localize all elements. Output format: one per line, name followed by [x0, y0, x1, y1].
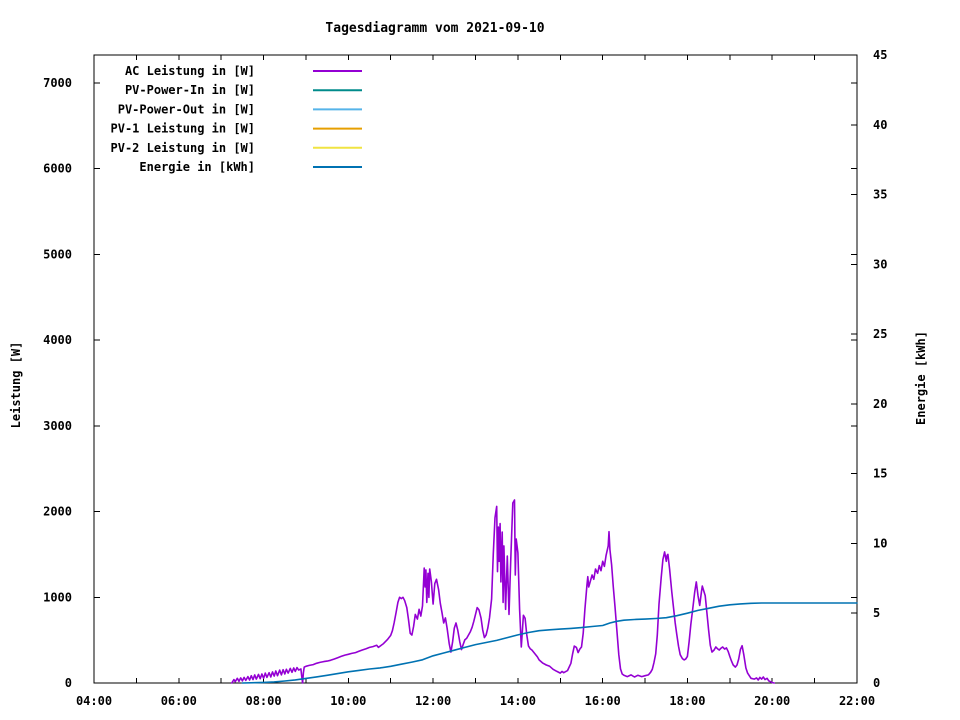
y-left-tick-label: 0 [65, 676, 72, 690]
legend-label: PV-Power-Out in [W] [118, 102, 255, 116]
legend-label: PV-1 Leistung in [W] [111, 122, 256, 136]
legend-label: AC Leistung in [W] [125, 64, 255, 78]
y-right-tick-label: 5 [873, 606, 880, 620]
y-right-tick-label: 20 [873, 397, 887, 411]
curve-ac-leistung-in-w- [231, 499, 776, 684]
y-right-tick-label: 45 [873, 48, 887, 62]
y-left-tick-label: 1000 [43, 590, 72, 604]
y-left-tick-label: 4000 [43, 333, 72, 347]
legend: AC Leistung in [W] PV-Power-In in [W] PV-P… [111, 64, 362, 174]
left-axis-title: Leistung [W] [9, 341, 23, 429]
y-left-tick-label: 6000 [43, 162, 72, 176]
axes: 04:00 06:00 08:00 10:00 12:00 14:00 16:00 18:00… [43, 48, 887, 708]
y-left-tick-label: 2000 [43, 505, 72, 519]
x-tick-label: 04:00 [76, 694, 112, 708]
x-tick-label: 20:00 [754, 694, 790, 708]
y-left-tick-label: 7000 [43, 76, 72, 90]
x-tick-label: 08:00 [245, 694, 281, 708]
data-curves [231, 499, 858, 684]
y-right-tick-label: 15 [873, 467, 887, 481]
x-tick-label: 12:00 [415, 694, 451, 708]
legend-label: Energie in [kWh] [139, 160, 255, 174]
y-right-tick-label: 25 [873, 327, 887, 341]
chart-title: Tagesdiagramm vom 2021-09-10 [325, 21, 544, 36]
legend-label: PV-2 Leistung in [W] [111, 141, 256, 155]
y-right-tick-label: 10 [873, 536, 887, 550]
curve-energie-in-kwh- [241, 602, 858, 684]
x-tick-label: 18:00 [669, 694, 705, 708]
y-right-tick-label: 0 [873, 676, 880, 690]
right-axis-title: Energie [kWh] [914, 331, 928, 425]
x-tick-label: 14:00 [500, 694, 536, 708]
x-tick-label: 16:00 [585, 694, 621, 708]
legend-label: PV-Power-In in [W] [125, 83, 255, 97]
y-left-tick-label: 3000 [43, 419, 72, 433]
x-tick-label: 10:00 [330, 694, 366, 708]
x-tick-label: 06:00 [161, 694, 197, 708]
x-tick-label: 22:00 [839, 694, 875, 708]
y-right-tick-label: 40 [873, 118, 887, 132]
y-right-tick-label: 30 [873, 257, 887, 271]
y-right-tick-label: 35 [873, 188, 887, 202]
y-left-tick-label: 5000 [43, 247, 72, 261]
